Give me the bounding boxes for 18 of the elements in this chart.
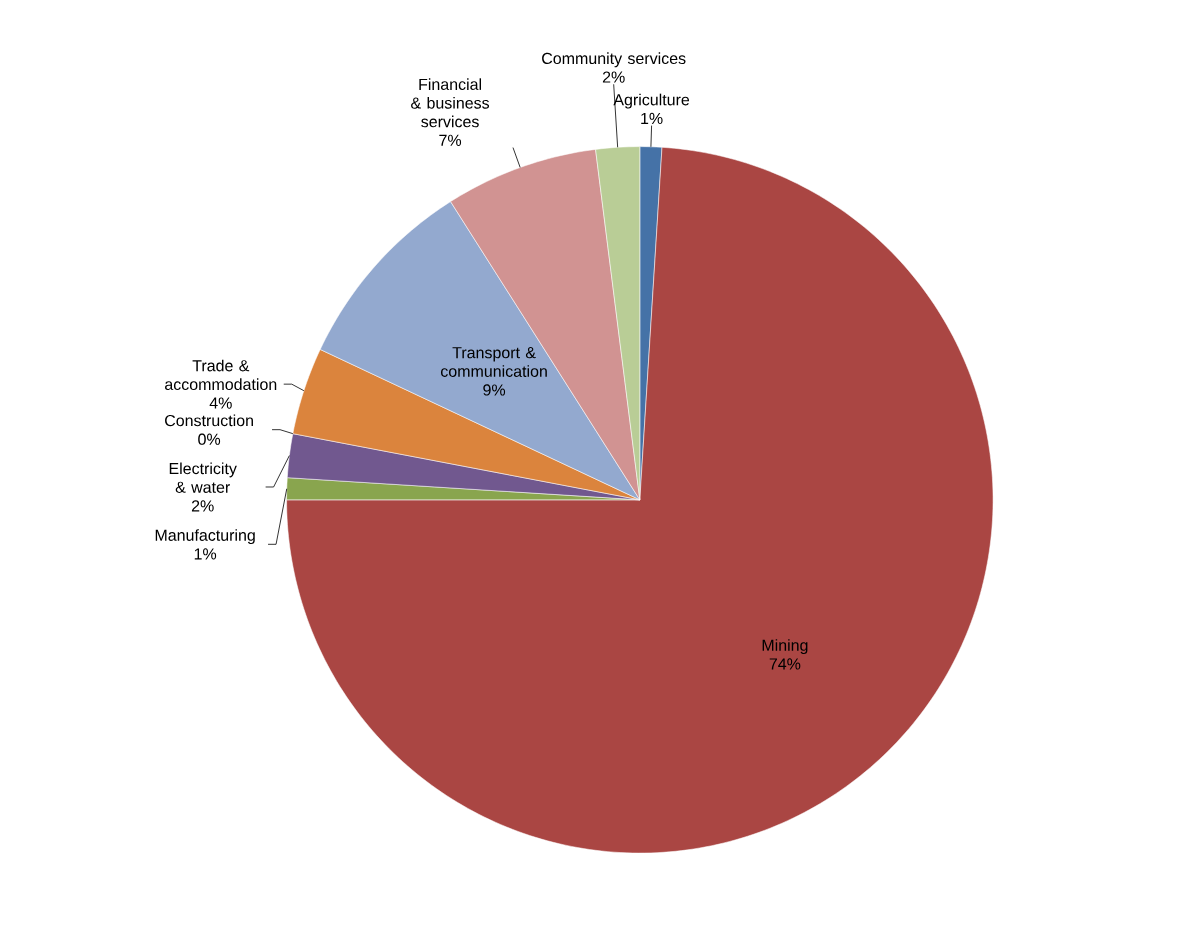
data-label: 1% <box>194 548 217 560</box>
slice-label: Transport & communication <box>440 347 547 377</box>
data-label: 74% <box>769 658 801 670</box>
slice-label: Mining <box>762 639 808 655</box>
data-label: 9% <box>483 384 506 396</box>
data-label: 2% <box>191 500 214 512</box>
slice-label: Agriculture <box>613 93 690 109</box>
category-label: Construction <box>165 414 253 427</box>
data-label: 2% <box>602 71 625 83</box>
data-label: 4% <box>209 397 232 409</box>
slice-label: Community services <box>542 52 686 68</box>
slice-label: Trade & accommodation <box>165 359 277 391</box>
data-label: 7% <box>439 134 462 146</box>
slice-label: Manufacturing <box>155 529 255 545</box>
slice-label: Financial & business services <box>411 78 490 128</box>
slice-label: Electricity & water <box>169 462 237 493</box>
data-label: 1% <box>641 112 663 124</box>
text: 0% <box>198 433 221 445</box>
